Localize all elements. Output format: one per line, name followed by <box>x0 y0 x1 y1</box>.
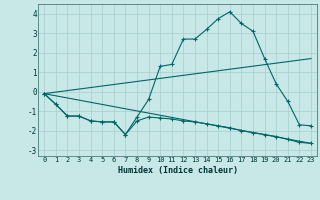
X-axis label: Humidex (Indice chaleur): Humidex (Indice chaleur) <box>118 166 238 175</box>
